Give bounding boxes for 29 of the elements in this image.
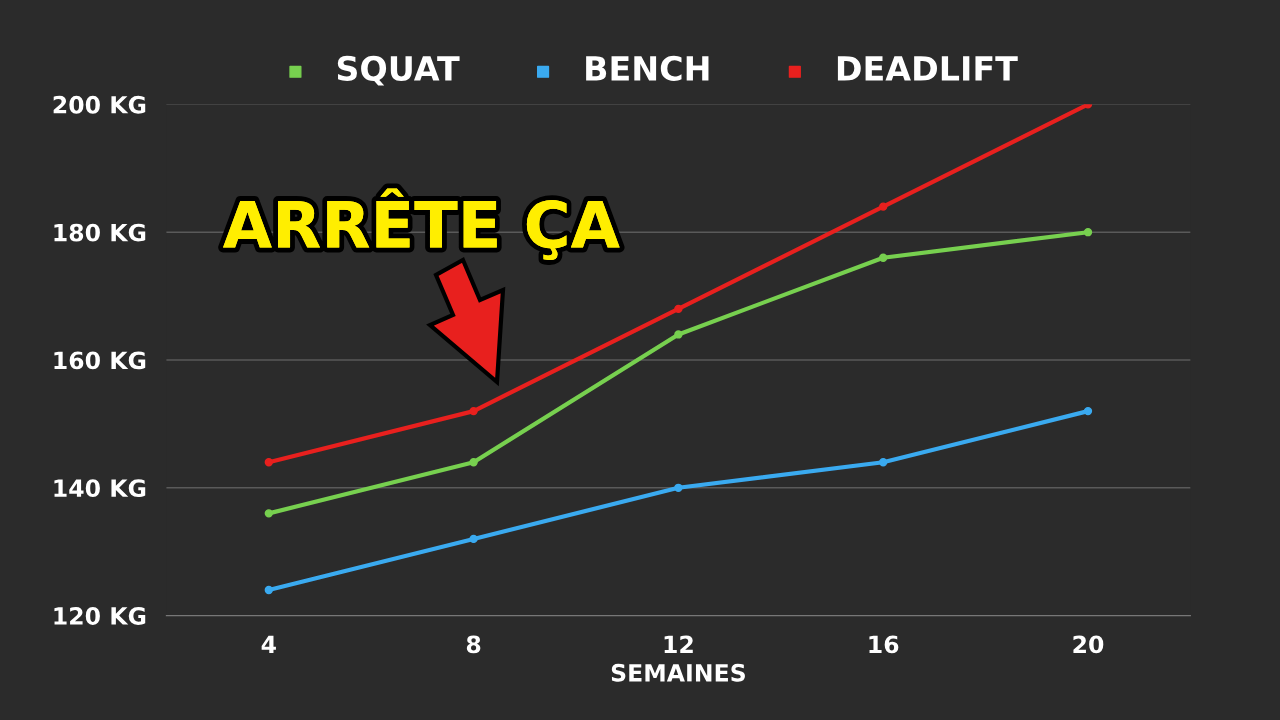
y-tick-label: 200 KG <box>53 95 146 114</box>
point <box>1083 406 1093 416</box>
y-tick-label: 180 KG <box>54 223 146 242</box>
x-axis-title: SEMAINES <box>611 663 745 682</box>
point <box>469 458 478 467</box>
legend-label: BENCH <box>586 55 709 81</box>
annotation: ARRÊTE ÇA <box>223 188 620 261</box>
point <box>674 304 683 314</box>
point <box>674 330 683 339</box>
x-tick-label: 8 <box>466 635 481 654</box>
x-tick-label: 4 <box>261 635 276 653</box>
x-tick-label: 16 <box>869 635 899 654</box>
point <box>469 406 478 416</box>
point <box>264 458 273 467</box>
point <box>879 458 888 467</box>
point <box>879 253 888 262</box>
x-tick-label: 12 <box>664 635 693 653</box>
y-tick-label: 140 KG <box>54 479 146 498</box>
legend-label: DEADLIFT <box>837 56 1018 81</box>
point <box>1083 228 1093 237</box>
point <box>264 585 273 595</box>
point <box>469 534 478 544</box>
point <box>879 202 888 211</box>
y-tick-label: 120 KG <box>54 607 146 625</box>
y-tick-label: 160 KG <box>54 351 146 370</box>
legend-label: SQUAT <box>337 55 460 86</box>
point <box>264 509 273 518</box>
point <box>674 483 683 492</box>
x-tick-label: 20 <box>1073 635 1104 654</box>
